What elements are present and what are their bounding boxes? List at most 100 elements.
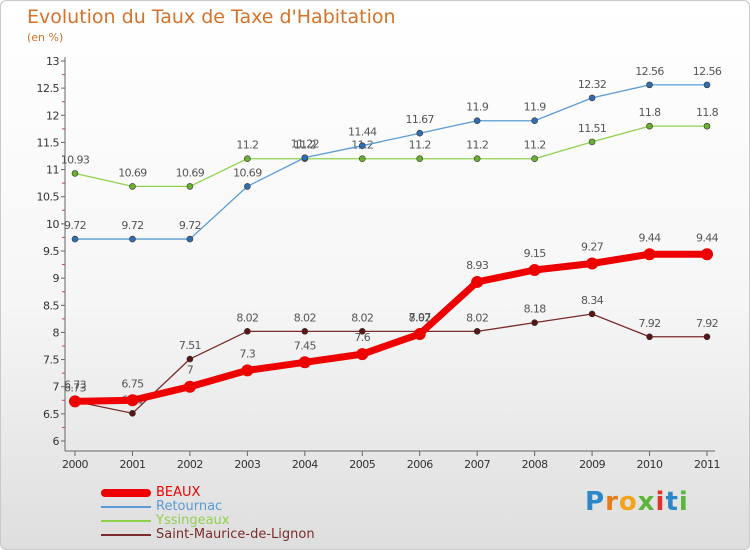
data-point: [703, 122, 711, 130]
chart-subtitle: (en %): [27, 31, 64, 44]
data-point: [186, 183, 194, 190]
data-point: [129, 235, 136, 243]
series-line: [74, 125, 707, 188]
data-point: [244, 183, 251, 190]
legend-swatch: [101, 534, 151, 536]
x-tick-label: 2006: [407, 458, 433, 471]
data-label: 7.3: [240, 347, 256, 360]
data-label: 8.02: [294, 311, 316, 324]
y-tick-label: 12: [46, 109, 59, 122]
legend-label: Saint-Maurice-de-Lignon: [156, 527, 315, 542]
y-tick-label: 8: [53, 326, 60, 339]
x-tick-label: 2008: [522, 458, 548, 471]
data-point: [471, 275, 484, 288]
data-label: 8.18: [524, 303, 547, 316]
data-point: [69, 395, 81, 408]
data-point: [183, 380, 196, 393]
data-label: 11.22: [291, 138, 320, 151]
y-tick-label: 9: [53, 272, 60, 285]
data-label: 11.2: [524, 139, 546, 152]
data-label: 12.32: [578, 78, 607, 91]
data-point: [186, 355, 194, 363]
data-point: [241, 364, 254, 377]
data-point: [71, 235, 79, 243]
data-label: 11.2: [236, 139, 258, 152]
data-label: 9.44: [696, 231, 719, 244]
data-point: [186, 235, 194, 243]
data-label: 9.15: [524, 247, 547, 260]
data-point: [356, 348, 369, 361]
logo-letter: r: [605, 487, 619, 517]
data-point: [646, 122, 653, 130]
data-point: [531, 117, 538, 125]
data-label: 10.69: [233, 166, 262, 179]
data-label: 7.92: [696, 317, 718, 330]
legend-swatch: [101, 489, 151, 497]
data-label: 7.92: [638, 317, 660, 330]
data-point: [703, 81, 711, 89]
data-label: 8.34: [581, 294, 604, 307]
logo-letter: P: [585, 487, 606, 517]
y-tick-label: 7.5: [43, 354, 59, 367]
legend-swatch: [101, 506, 151, 508]
data-point: [646, 333, 653, 341]
data-point: [473, 117, 481, 125]
y-tick-label: 12.5: [37, 82, 60, 95]
data-point: [413, 328, 426, 341]
data-label: 7.97: [409, 311, 432, 324]
logo-letter: o: [618, 487, 638, 517]
x-tick-label: 2010: [637, 458, 663, 471]
data-point: [701, 248, 713, 261]
data-label: 6.73: [64, 381, 87, 394]
data-label: 11.44: [348, 126, 377, 139]
x-tick-label: 2000: [62, 458, 88, 471]
y-tick-label: 11.5: [37, 136, 60, 149]
y-tick-label: 8.5: [43, 299, 59, 312]
proxiti-logo: Proxiti: [585, 487, 689, 517]
data-point: [129, 183, 136, 190]
data-label: 6.75: [121, 377, 144, 390]
data-point: [588, 94, 596, 102]
data-label: 10.93: [61, 153, 90, 166]
series-line: [74, 313, 707, 414]
data-label: 7.51: [179, 339, 201, 352]
x-tick-label: 2007: [464, 458, 490, 471]
data-label: 8.93: [466, 259, 489, 272]
legend-label: Retournac: [156, 499, 223, 514]
data-label: 8.02: [409, 311, 431, 324]
y-tick-label: 11: [46, 164, 59, 177]
logo-letter: i: [678, 487, 689, 517]
y-tick-label: 7: [53, 381, 60, 394]
data-point: [643, 248, 656, 261]
series-saint-maurice-de-lignon: 6.736.517.518.028.028.028.028.028.188.34…: [64, 294, 719, 417]
data-point: [531, 319, 538, 326]
x-tick-label: 2001: [119, 458, 145, 471]
data-point: [531, 155, 538, 163]
data-label: 9.72: [64, 219, 86, 232]
data-label: 11.9: [524, 101, 547, 114]
x-tick-label: 2005: [349, 458, 375, 471]
logo-letter: x: [637, 487, 656, 517]
y-tick-label: 9.5: [43, 245, 59, 258]
logo-letter: t: [665, 487, 679, 517]
data-label: 12.56: [635, 65, 664, 78]
legend-label: BEAUX: [156, 485, 201, 500]
series-yssingeaux: 10.9310.6910.6911.211.211.211.211.211.21…: [61, 106, 719, 190]
data-point: [126, 394, 139, 407]
y-tick-label: 10: [46, 218, 59, 231]
series-beaux: 6.73 6.75 7 7.3 7.45 7.6 7.97 8.93 9.15 9.27 9.44 9…: [64, 231, 719, 408]
series-line: [75, 84, 707, 240]
legend-label: Yssingeaux: [156, 513, 230, 528]
y-tick-label: 6.5: [43, 408, 59, 421]
data-label: 11.8: [638, 106, 661, 119]
chart-title: Evolution du Taux de Taxe d'Habitation: [27, 6, 396, 28]
data-point: [586, 257, 599, 270]
data-point: [473, 328, 481, 335]
x-tick-label: 2009: [579, 458, 605, 471]
x-tick-label: 2003: [234, 458, 260, 471]
data-label: 8.02: [236, 311, 258, 324]
data-label: 11.2: [409, 139, 431, 152]
data-label: 8.02: [351, 311, 373, 324]
